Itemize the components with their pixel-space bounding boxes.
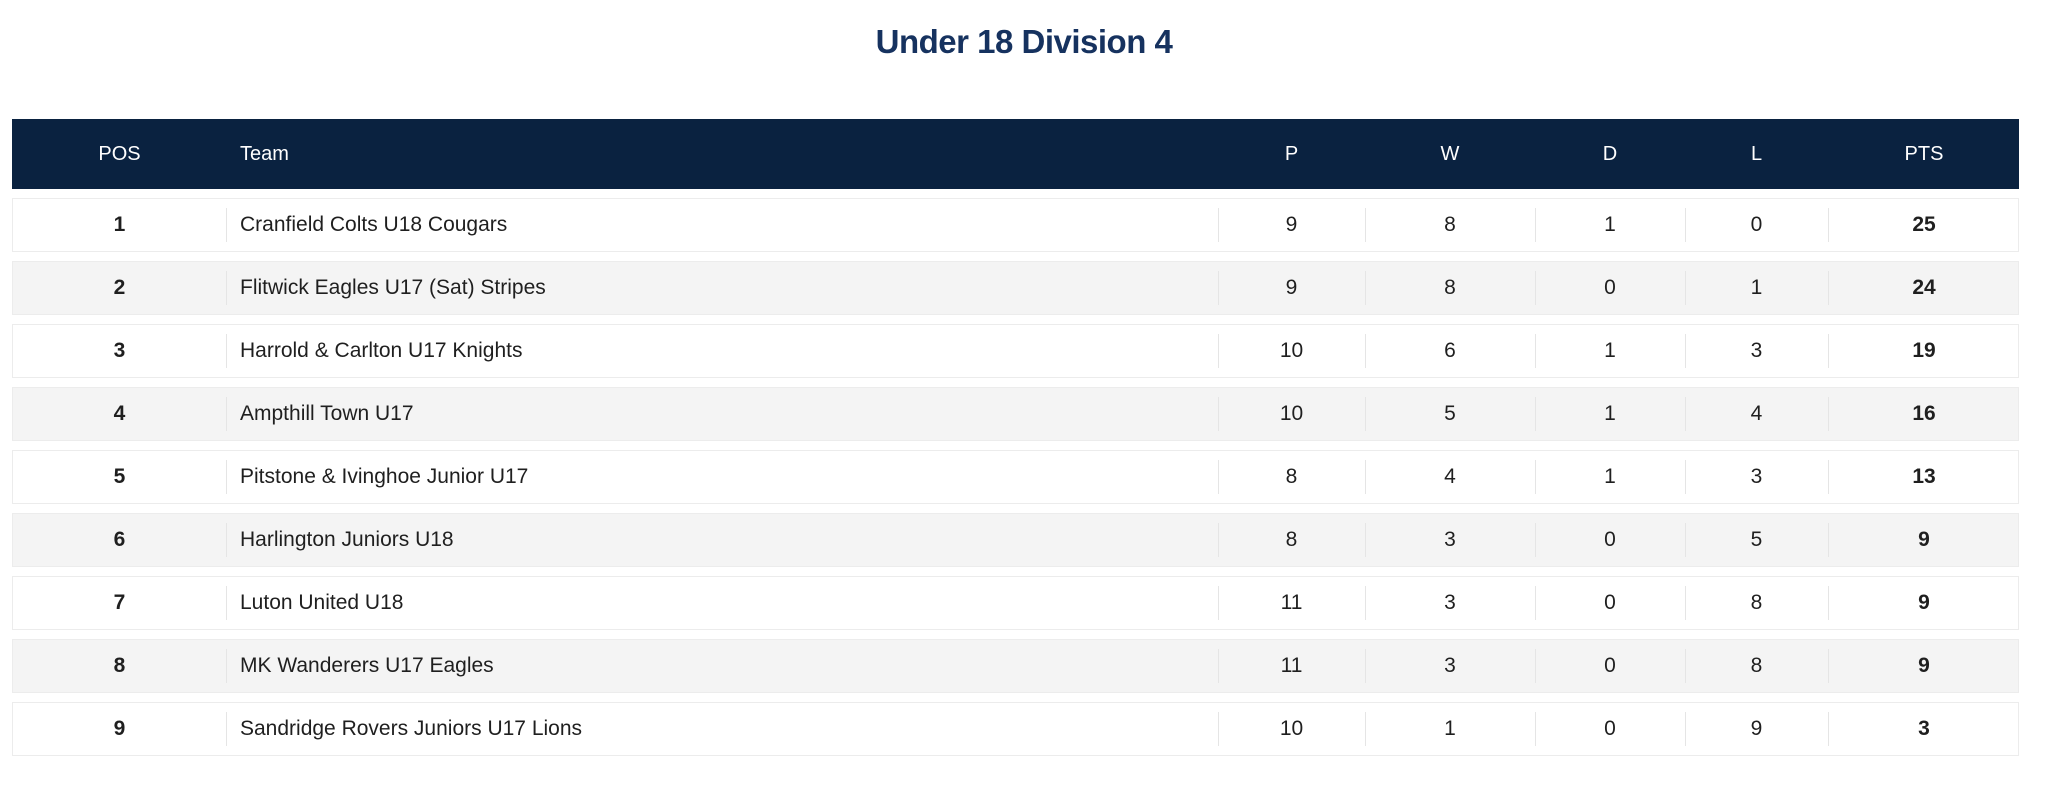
team-name-cell: Harlington Juniors U18 [226,514,1218,566]
points-cell: 13 [1828,451,2020,503]
drawn-cell: 1 [1535,388,1685,440]
drawn-cell: 1 [1535,199,1685,251]
played-cell: 8 [1218,451,1365,503]
table-row: 6 Harlington Juniors U18 8 3 0 5 9 [12,513,2019,567]
drawn-cell: 0 [1535,703,1685,755]
lost-cell: 0 [1685,199,1828,251]
team-name-cell: Luton United U18 [226,577,1218,629]
won-cell: 5 [1365,388,1535,440]
won-cell: 3 [1365,514,1535,566]
played-cell: 9 [1218,199,1365,251]
table-row: 3 Harrold & Carlton U17 Knights 10 6 1 3… [12,324,2019,378]
position-cell: 4 [113,402,126,425]
position-cell: 7 [113,591,126,614]
played-cell: 10 [1218,325,1365,377]
lost-cell: 1 [1685,262,1828,314]
column-header-won: W [1440,142,1460,165]
lost-cell: 8 [1685,577,1828,629]
points-cell: 9 [1828,514,2020,566]
table-row: 4 Ampthill Town U17 10 5 1 4 16 [12,387,2019,441]
position-cell: 1 [113,213,126,236]
won-cell: 4 [1365,451,1535,503]
played-cell: 8 [1218,514,1365,566]
points-cell: 16 [1828,388,2020,440]
column-header-lost: L [1750,142,1763,165]
position-cell: 2 [113,276,126,299]
played-cell: 9 [1218,262,1365,314]
league-table: POS Team P W D L PTS 1 Cranfield Colts U… [12,119,2019,756]
won-cell: 8 [1365,199,1535,251]
played-cell: 11 [1218,577,1365,629]
points-cell: 9 [1828,577,2020,629]
position-cell: 3 [113,339,126,362]
won-cell: 3 [1365,577,1535,629]
won-cell: 1 [1365,703,1535,755]
played-cell: 10 [1218,388,1365,440]
points-cell: 24 [1828,262,2020,314]
won-cell: 8 [1365,262,1535,314]
drawn-cell: 0 [1535,262,1685,314]
won-cell: 6 [1365,325,1535,377]
lost-cell: 5 [1685,514,1828,566]
team-name-cell: Pitstone & Ivinghoe Junior U17 [226,451,1218,503]
drawn-cell: 0 [1535,514,1685,566]
played-cell: 11 [1218,640,1365,692]
team-name-cell: Cranfield Colts U18 Cougars [226,199,1218,251]
drawn-cell: 1 [1535,451,1685,503]
drawn-cell: 1 [1535,325,1685,377]
table-row: 8 MK Wanderers U17 Eagles 11 3 0 8 9 [12,639,2019,693]
points-cell: 19 [1828,325,2020,377]
lost-cell: 3 [1685,325,1828,377]
played-cell: 10 [1218,703,1365,755]
column-header-points: PTS [1904,142,1944,165]
position-cell: 8 [113,654,126,677]
table-body: 1 Cranfield Colts U18 Cougars 9 8 1 0 25… [12,198,2019,756]
table-row: 7 Luton United U18 11 3 0 8 9 [12,576,2019,630]
position-cell: 9 [113,717,126,740]
position-cell: 6 [113,528,126,551]
points-cell: 3 [1828,703,2020,755]
team-name-cell: Sandridge Rovers Juniors U17 Lions [226,703,1218,755]
column-header-drawn: D [1602,142,1618,165]
points-cell: 25 [1828,199,2020,251]
team-name-cell: MK Wanderers U17 Eagles [226,640,1218,692]
page-title: Under 18 Division 4 [875,23,1173,60]
lost-cell: 9 [1685,703,1828,755]
position-cell: 5 [113,465,126,488]
won-cell: 3 [1365,640,1535,692]
lost-cell: 3 [1685,451,1828,503]
table-row: 5 Pitstone & Ivinghoe Junior U17 8 4 1 3… [12,450,2019,504]
column-header-pos: POS [98,142,141,165]
column-header-played: P [1284,142,1299,165]
table-row: 1 Cranfield Colts U18 Cougars 9 8 1 0 25 [12,198,2019,252]
table-row: 9 Sandridge Rovers Juniors U17 Lions 10 … [12,702,2019,756]
drawn-cell: 0 [1535,640,1685,692]
lost-cell: 8 [1685,640,1828,692]
table-header-row: POS Team P W D L PTS [12,119,2019,189]
team-name-cell: Ampthill Town U17 [226,388,1218,440]
lost-cell: 4 [1685,388,1828,440]
points-cell: 9 [1828,640,2020,692]
drawn-cell: 0 [1535,577,1685,629]
column-header-team: Team [240,142,289,165]
table-row: 2 Flitwick Eagles U17 (Sat) Stripes 9 8 … [12,261,2019,315]
team-name-cell: Harrold & Carlton U17 Knights [226,325,1218,377]
team-name-cell: Flitwick Eagles U17 (Sat) Stripes [226,262,1218,314]
